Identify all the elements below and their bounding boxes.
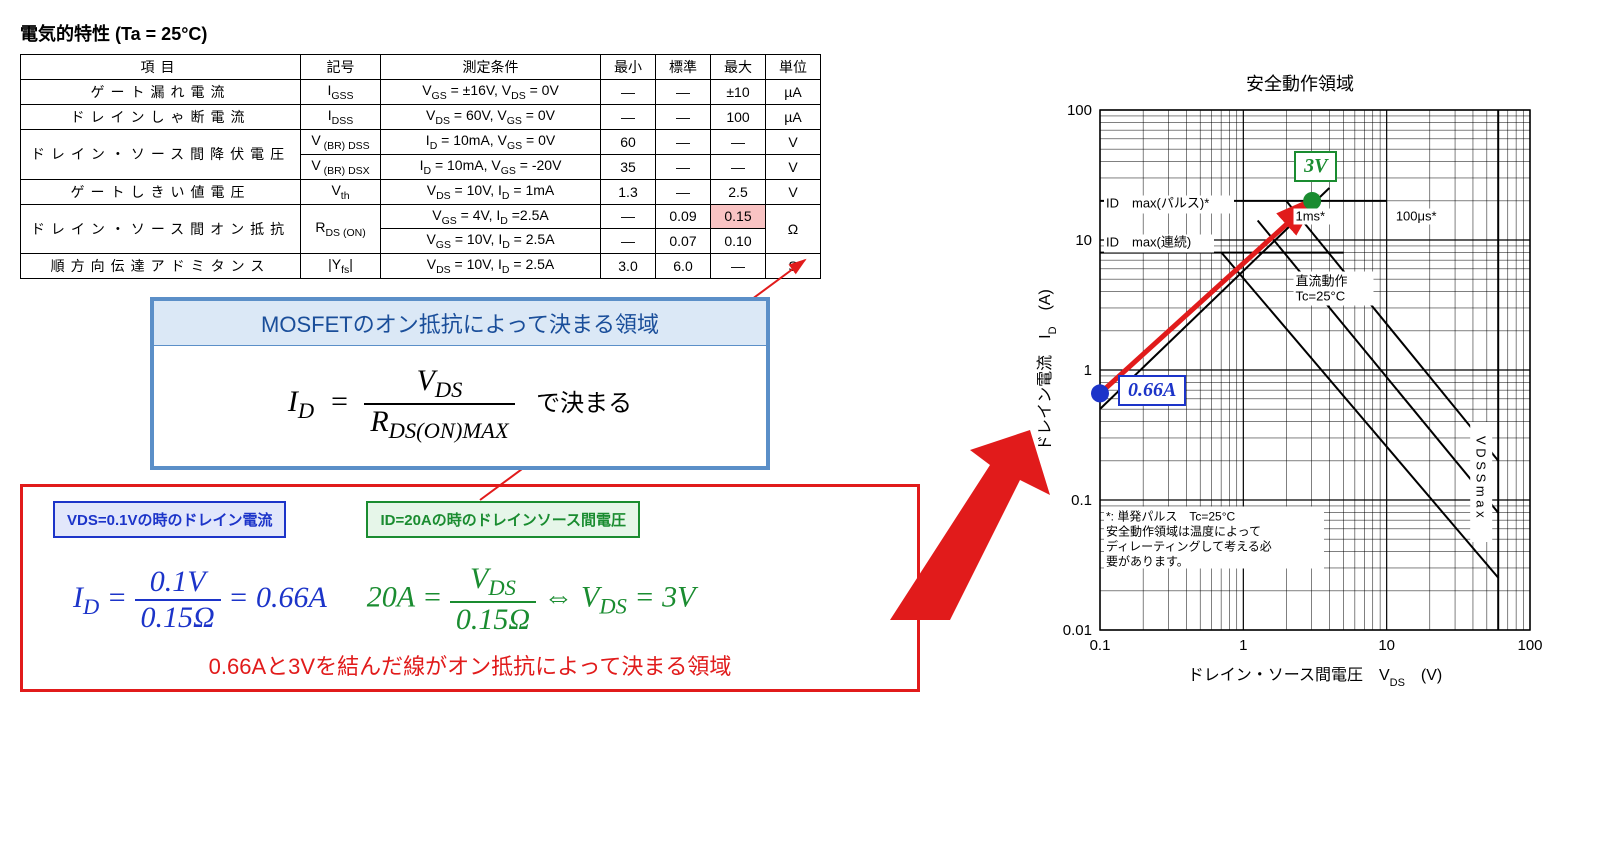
eq-suffix: で決まる [536,391,632,417]
eq-num-sub: DS [435,377,463,402]
blue-panel: MOSFETのオン抵抗によって決まる領域 ID = VDS RDS(ON)MAX… [150,297,770,470]
svg-text:0.01: 0.01 [1063,622,1092,639]
svg-text:ディレーティングして考える必: ディレーティングして考える必 [1106,539,1272,554]
eq-num: V [417,364,435,397]
svg-text:ID max(連続): ID max(連続) [1106,235,1191,250]
tag-vds: VDS=0.1Vの時のドレイン電流 [53,501,286,538]
svg-text:10: 10 [1378,637,1395,654]
svg-text:安全動作領域は温度によって: 安全動作領域は温度によって [1106,524,1261,539]
svg-text:0.1: 0.1 [1090,637,1111,654]
svg-text:ID max(パルス)*: ID max(パルス)* [1106,196,1209,211]
red-panel-caption: 0.66Aと3Vを結んだ線がオン抵抗によって決まる領域 [33,649,907,681]
page-heading: 電気的特性 (Ta = 25°C) [20,20,970,46]
svg-text:直流動作: 直流動作 [1296,274,1348,289]
svg-text:100: 100 [1067,102,1092,119]
eq-lhs: I [288,385,298,418]
svg-text:要があります。: 要があります。 [1106,554,1189,569]
tag-id: ID=20Aの時のドレインソース間電圧 [366,501,640,538]
red-panel: VDS=0.1Vの時のドレイン電流 ID=20Aの時のドレインソース間電圧 ID… [20,484,920,692]
eq-den: R [370,405,388,438]
eq-blue: ID = 0.1V 0.15Ω = 0.66A [73,565,327,635]
eq-lhs-sub: D [298,398,314,423]
blue-panel-title: MOSFETのオン抵抗によって決まる領域 [154,301,766,346]
svg-text:10: 10 [1075,232,1092,249]
svg-text:1ms*: 1ms* [1296,209,1326,224]
svg-text:0.1: 0.1 [1071,492,1092,509]
svg-text:1: 1 [1239,637,1247,654]
svg-text:1: 1 [1084,362,1092,379]
svg-text:V D S S m a x: V D S S m a x [1474,436,1489,518]
soa-title: 安全動作領域 [1020,70,1580,96]
svg-text:Tc=25°C: Tc=25°C [1296,289,1346,304]
eq-den-sub: DS(ON)MAX [389,418,509,443]
svg-text:*: 単発パルス Tc=25°C: *: 単発パルス Tc=25°C [1106,510,1235,524]
svg-text:ドレイン・ソース間電圧 VDS (V): ドレイン・ソース間電圧 VDS (V) [1188,667,1443,689]
svg-text:100: 100 [1517,637,1542,654]
spec-table: 項目記号測定条件最小標準最大単位ゲート漏れ電流IGSSVGS = ±16V, V… [20,54,821,279]
soa-point-label: 0.66A [1118,375,1186,406]
svg-text:100μs*: 100μs* [1396,209,1437,224]
soa-chart: 安全動作領域 0.11101000.010.1110100ドレイン・ソース間電圧… [1020,70,1580,725]
svg-text:ドレイン電流 ID (A): ドレイン電流 ID (A) [1036,289,1059,451]
soa-point-label: 3V [1294,151,1337,182]
eq-green: 20A = VDS 0.15Ω ⇔ VDS = 3V [367,562,696,637]
